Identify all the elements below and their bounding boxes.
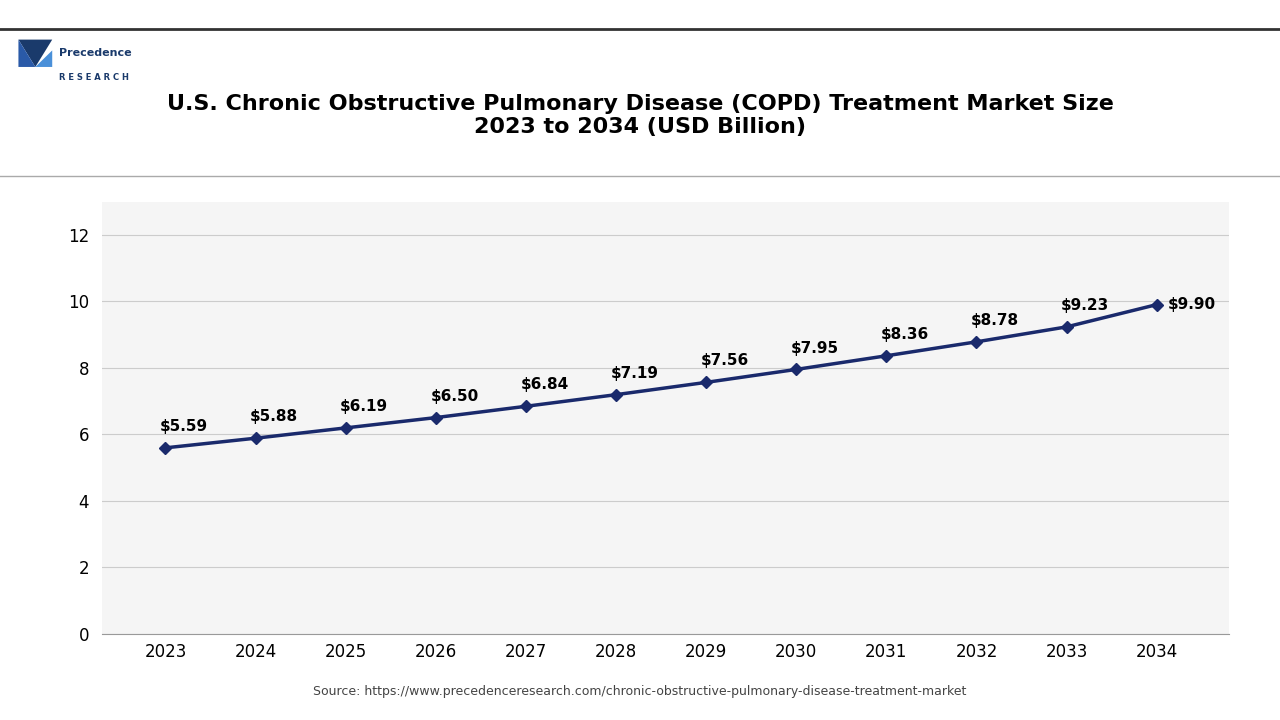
Polygon shape bbox=[18, 40, 36, 67]
Text: Precedence: Precedence bbox=[59, 48, 132, 58]
Text: $7.95: $7.95 bbox=[791, 341, 838, 356]
Text: $5.59: $5.59 bbox=[160, 419, 209, 434]
Text: $6.84: $6.84 bbox=[521, 377, 568, 392]
Text: $6.50: $6.50 bbox=[430, 389, 479, 404]
Text: $9.90: $9.90 bbox=[1167, 297, 1216, 312]
Text: $7.56: $7.56 bbox=[700, 354, 749, 369]
Text: $8.78: $8.78 bbox=[972, 313, 1019, 328]
Polygon shape bbox=[18, 40, 52, 67]
Text: $9.23: $9.23 bbox=[1061, 298, 1110, 313]
Text: Source: https://www.precedenceresearch.com/chronic-obstructive-pulmonary-disease: Source: https://www.precedenceresearch.c… bbox=[314, 685, 966, 698]
Polygon shape bbox=[36, 50, 52, 67]
Text: U.S. Chronic Obstructive Pulmonary Disease (COPD) Treatment Market Size
2023 to : U.S. Chronic Obstructive Pulmonary Disea… bbox=[166, 94, 1114, 137]
Text: $8.36: $8.36 bbox=[881, 327, 929, 342]
Text: $5.88: $5.88 bbox=[250, 409, 298, 424]
Text: $6.19: $6.19 bbox=[340, 399, 388, 414]
Text: R E S E A R C H: R E S E A R C H bbox=[59, 73, 129, 81]
Text: $7.19: $7.19 bbox=[611, 366, 658, 381]
